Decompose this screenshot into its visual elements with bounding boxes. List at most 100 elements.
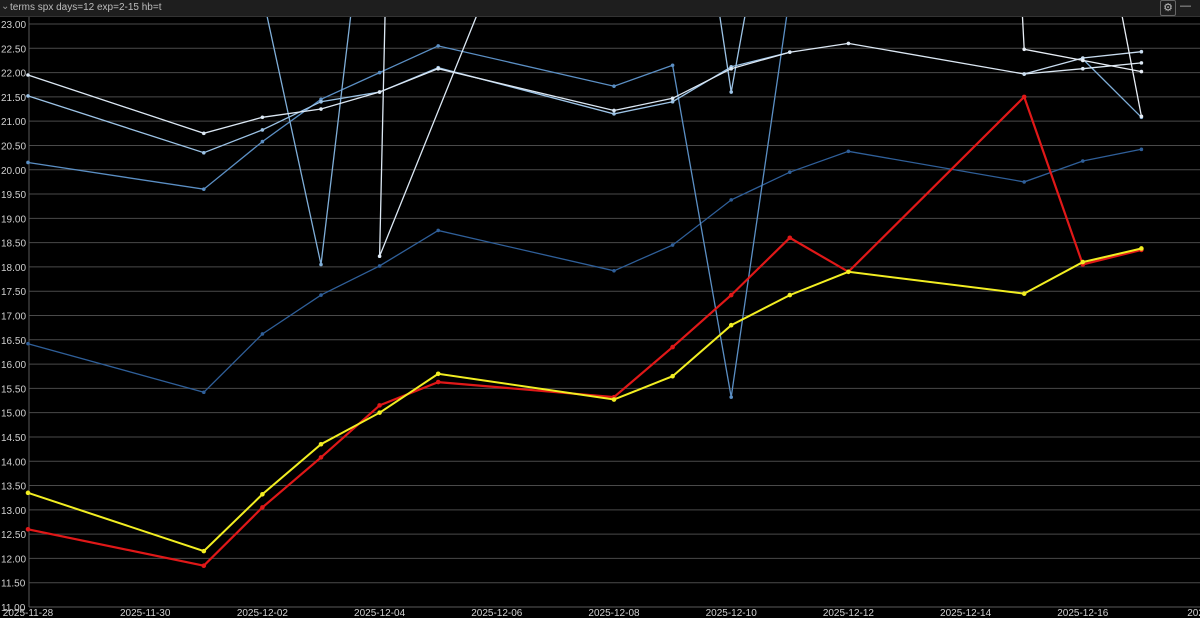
data-point (670, 63, 675, 68)
data-point (435, 371, 441, 377)
y-tick-label: 19.50 (1, 190, 26, 201)
data-point (729, 198, 733, 202)
series-0 (26, 147, 1144, 395)
y-tick-label: 16.00 (1, 360, 26, 371)
data-point (377, 90, 382, 94)
data-point (202, 390, 206, 395)
series-line (1021, 17, 1142, 73)
data-point (202, 131, 206, 136)
data-point (201, 548, 207, 554)
series-3 (26, 50, 792, 155)
x-tick-label: 2025- (1187, 608, 1200, 618)
data-point (787, 292, 793, 298)
chart-window-title: terms spx days=12 exp=2-15 hb=t (10, 2, 162, 13)
minimize-button[interactable]: — (1180, 0, 1191, 12)
series-line (27, 42, 1142, 134)
y-tick-label: 20.00 (1, 166, 26, 177)
x-tick-label: 2025-12-16 (1057, 608, 1109, 618)
data-point (319, 99, 323, 104)
data-point (319, 107, 323, 111)
data-point (319, 293, 323, 297)
data-point (1081, 159, 1085, 163)
data-point (260, 491, 265, 497)
series-line (1082, 58, 1142, 118)
data-point (377, 70, 382, 75)
data-point (26, 73, 30, 77)
data-point (729, 66, 733, 71)
data-point (377, 410, 382, 415)
y-tick-label: 17.00 (1, 312, 26, 323)
series-12 (25, 246, 1144, 554)
data-point (1081, 66, 1085, 71)
data-point (612, 269, 616, 273)
series-line (719, 17, 746, 93)
data-point (1021, 94, 1027, 100)
data-point (670, 373, 675, 379)
data-point (670, 99, 675, 104)
data-point (202, 187, 206, 191)
y-tick-label: 17.50 (1, 287, 26, 298)
data-point (1021, 291, 1027, 296)
x-tick-label: 2025-12-08 (588, 608, 640, 618)
y-tick-label: 11.50 (1, 579, 26, 590)
series-11 (25, 94, 1144, 569)
data-point (612, 84, 616, 88)
y-tick-label: 13.00 (1, 506, 26, 517)
series-10 (1121, 17, 1144, 119)
series-line (1024, 51, 1142, 75)
y-tick-label: 12.00 (1, 554, 26, 565)
x-axis: 2025-11-28 2025-11-30 2025-12-02 2025-12-04… (3, 608, 1200, 618)
data-point (1139, 49, 1144, 54)
chevron-down-icon[interactable]: ⌄ (1, 1, 10, 12)
data-point (1139, 61, 1144, 65)
y-tick-label: 19.00 (1, 214, 26, 225)
data-point (26, 160, 30, 165)
data-point (1139, 114, 1144, 119)
data-point (846, 269, 851, 275)
x-tick-label: 2025-12-04 (354, 608, 406, 618)
y-tick-label: 23.00 (1, 20, 26, 31)
x-tick-label: 2025-12-02 (237, 608, 289, 618)
data-point (260, 332, 265, 336)
data-point (1080, 259, 1086, 265)
data-point (670, 243, 675, 247)
y-tick-label: 21.50 (1, 93, 26, 104)
x-tick-label: 2025-12-14 (940, 608, 992, 618)
data-point (1022, 180, 1026, 184)
data-point (1139, 147, 1144, 152)
y-tick-label: 12.50 (1, 530, 26, 541)
data-point (260, 115, 265, 120)
data-point (436, 44, 441, 48)
series-line (378, 17, 477, 257)
y-tick-label: 18.50 (1, 239, 26, 250)
data-point (1081, 58, 1085, 63)
data-point (611, 397, 617, 402)
data-point (670, 344, 675, 350)
data-point (846, 41, 851, 46)
data-point (202, 150, 206, 155)
series-line (27, 247, 1142, 553)
data-point (260, 139, 265, 144)
x-tick-label: 2025-12-12 (823, 608, 875, 618)
y-tick-label: 13.50 (1, 482, 26, 493)
y-tick-label: 16.50 (1, 336, 26, 347)
y-tick-label: 22.00 (1, 69, 26, 80)
data-point (26, 94, 30, 98)
data-point (201, 563, 207, 569)
series-line (27, 94, 1142, 567)
plot-area (25, 17, 1144, 569)
data-point (436, 228, 441, 233)
data-point (436, 66, 441, 71)
y-tick-label: 15.00 (1, 409, 26, 420)
data-point (1022, 47, 1026, 52)
gear-icon[interactable]: ⚙ (1160, 0, 1176, 16)
y-axis: 23.00 22.50 22.00 21.50 21.00 20.50 20.00 19.50… (1, 20, 26, 614)
x-tick-label: 2025-12-06 (471, 608, 523, 618)
y-tick-label: 11.00 (1, 603, 26, 614)
data-point (612, 112, 616, 116)
x-tick-label: 2025-12-10 (706, 608, 758, 618)
series-line (27, 148, 1142, 394)
data-point (318, 441, 324, 447)
x-tick-label: 2025-11-30 (120, 608, 171, 618)
